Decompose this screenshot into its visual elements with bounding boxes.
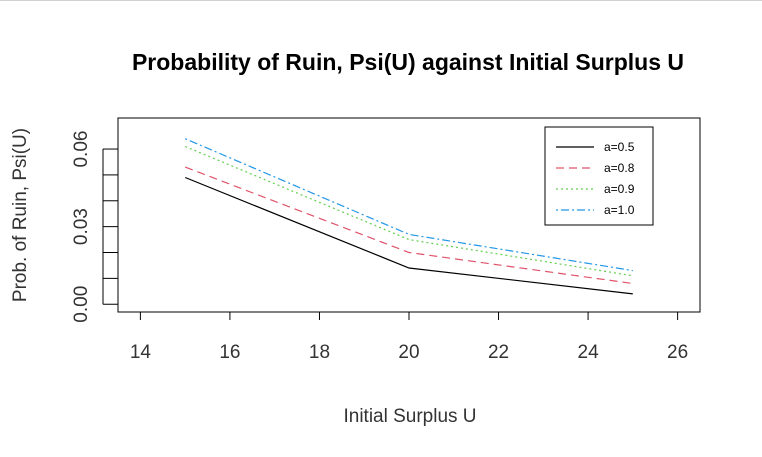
legend-label: a=0.8 [604, 161, 635, 175]
y-tick-label: 0.06 [71, 131, 92, 168]
x-tick-label: 22 [488, 342, 509, 363]
x-tick-label: 14 [130, 342, 152, 363]
x-tick-label: 18 [309, 342, 330, 363]
series-layer [184, 138, 633, 295]
x-axis: 14 16 18 20 22 24 26 [130, 311, 688, 363]
series-line-a-1-0 [184, 138, 633, 272]
legend-label: a=1.0 [604, 203, 635, 217]
legend-box [544, 126, 654, 226]
y-tick-label: 0.03 [71, 208, 92, 245]
series-line-a-0-9 [184, 145, 633, 277]
series-line-a-0-5 [184, 176, 633, 295]
chart-title: Probability of Ruin, Psi(U) against Init… [132, 49, 684, 75]
legend-label: a=0.9 [604, 182, 635, 196]
x-axis-label: Initial Surplus U [343, 406, 476, 427]
x-tick-label: 20 [398, 342, 419, 363]
y-axis-label: Prob. of Ruin, Psi(U) [10, 128, 31, 302]
window-top-border [0, 0, 762, 1]
y-axis: 0.00 0.03 0.06 [71, 131, 118, 323]
x-tick-label: 24 [578, 342, 600, 363]
x-tick-label: 26 [667, 342, 688, 363]
legend: a=0.5 a=0.8 a=0.9 a=1.0 [544, 126, 654, 226]
series-line-a-0-8 [184, 166, 633, 285]
x-tick-label: 16 [219, 342, 240, 363]
y-tick-label: 0.00 [71, 286, 92, 323]
legend-label: a=0.5 [604, 140, 635, 154]
